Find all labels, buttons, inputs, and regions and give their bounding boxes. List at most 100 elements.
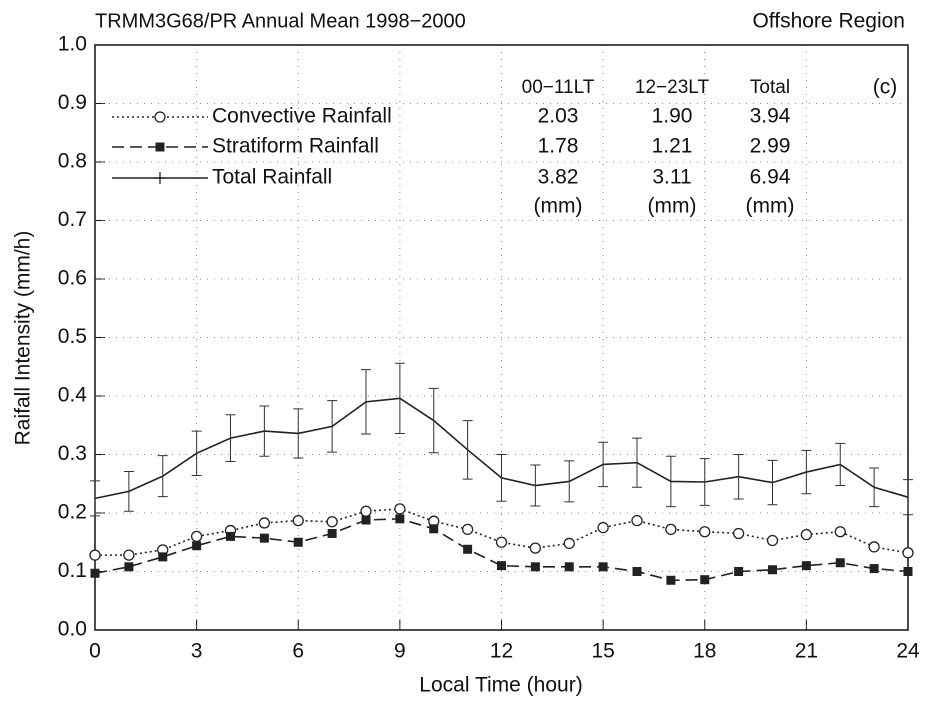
x-tick-label: 21 — [795, 640, 818, 663]
point — [801, 561, 811, 571]
error-bar — [259, 405, 270, 457]
point — [123, 549, 135, 561]
error-bar — [665, 455, 676, 508]
x-tick-label: 6 — [292, 640, 304, 663]
y-tick-label: 0.1 — [58, 559, 87, 582]
table-cell: 2.03 — [538, 105, 579, 128]
point — [226, 531, 235, 541]
series-line — [95, 508, 909, 556]
legend-marker — [154, 172, 166, 184]
legend-label: Stratiform Rainfall — [212, 135, 379, 158]
point — [395, 514, 405, 524]
table-cell: 6.94 — [750, 166, 791, 189]
point — [293, 537, 303, 547]
table-header: 00−11LT — [522, 77, 595, 98]
point — [463, 544, 473, 554]
table-unit: (mm) — [534, 195, 583, 218]
point — [834, 526, 846, 538]
point — [497, 561, 506, 571]
point — [800, 528, 813, 541]
error-bar — [90, 480, 100, 517]
point — [89, 549, 101, 561]
point — [529, 542, 542, 554]
x-axis-label: Local Time (hour) — [419, 674, 582, 697]
error-bar — [564, 460, 575, 503]
point — [869, 564, 879, 574]
error-bar — [801, 449, 812, 495]
point — [732, 527, 745, 540]
x-tick-label: 0 — [89, 640, 101, 663]
y-tick-label: 0.5 — [58, 325, 87, 348]
point — [495, 536, 508, 548]
error-bar — [394, 362, 405, 434]
table-cell: 1.90 — [652, 105, 693, 128]
error-bar — [225, 414, 236, 463]
y-tick-label: 0.6 — [58, 267, 87, 290]
point — [699, 526, 711, 538]
point — [700, 575, 710, 585]
point — [190, 530, 203, 543]
point — [326, 516, 338, 528]
error-bar — [835, 442, 846, 487]
point — [597, 521, 609, 534]
point — [192, 541, 202, 551]
table-cell: 1.21 — [652, 135, 693, 158]
point — [666, 575, 676, 585]
point — [631, 514, 643, 527]
table-header: Total — [750, 77, 790, 98]
y-tick-label: 0.2 — [58, 501, 87, 524]
legend-label: Total Rainfall — [212, 166, 332, 189]
legend-marker — [155, 142, 165, 152]
point — [394, 503, 406, 515]
point — [835, 558, 845, 568]
error-bar — [598, 441, 609, 488]
point — [361, 515, 371, 525]
table-cell: 1.78 — [538, 135, 579, 158]
error-bar — [767, 459, 778, 506]
error-bar — [496, 454, 507, 502]
error-bar — [327, 400, 338, 453]
chart-subtitle: Offshore Region — [752, 10, 905, 33]
point — [563, 537, 575, 550]
x-tick-label: 12 — [490, 640, 513, 663]
x-tick-label: 24 — [896, 640, 920, 663]
x-tick-label: 15 — [591, 640, 614, 663]
legend-label: Convective Rainfall — [212, 105, 392, 128]
error-bar — [903, 479, 913, 516]
point — [530, 562, 540, 572]
error-bar — [699, 458, 710, 506]
point — [768, 565, 777, 575]
y-tick-label: 0.8 — [58, 150, 87, 173]
error-bar — [157, 455, 168, 498]
table-header: 12−23LT — [635, 77, 710, 98]
x-tick-label: 9 — [394, 640, 406, 663]
plot-frame — [94, 44, 909, 631]
error-bar — [632, 437, 642, 488]
error-bar — [530, 464, 541, 507]
error-bar — [293, 408, 304, 459]
y-tick-label: 0.9 — [58, 91, 87, 114]
point — [429, 524, 439, 534]
point — [766, 534, 779, 547]
point — [327, 528, 337, 538]
point — [564, 562, 574, 572]
error-bar — [869, 467, 880, 508]
error-bar — [733, 454, 744, 500]
point — [598, 562, 608, 572]
y-axis-label: Raifall Intensity (mm/h) — [12, 231, 35, 446]
point — [734, 567, 744, 576]
point — [903, 567, 913, 576]
table-cell: 3.94 — [750, 105, 791, 128]
error-bar — [191, 430, 202, 477]
point — [259, 533, 269, 543]
y-tick-label: 1.0 — [58, 33, 87, 56]
x-tick-label: 3 — [191, 640, 203, 663]
point — [868, 541, 880, 553]
legend-marker — [154, 111, 166, 123]
point — [665, 523, 677, 536]
table-cell: 3.11 — [652, 166, 691, 189]
point — [360, 505, 372, 517]
error-bar — [123, 470, 134, 512]
error-bar — [462, 420, 473, 480]
